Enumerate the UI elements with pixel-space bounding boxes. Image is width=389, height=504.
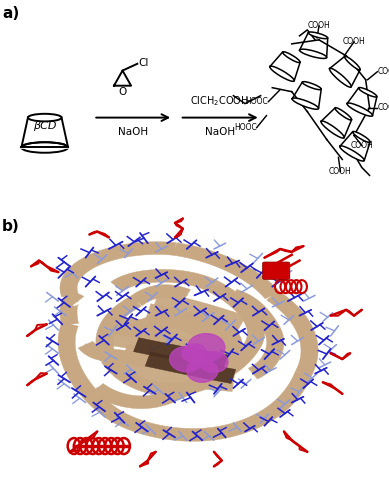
Ellipse shape xyxy=(308,32,328,39)
Polygon shape xyxy=(130,285,191,305)
Text: HOOC: HOOC xyxy=(234,123,257,132)
Ellipse shape xyxy=(335,108,352,120)
Polygon shape xyxy=(211,326,242,371)
Ellipse shape xyxy=(347,103,373,116)
Circle shape xyxy=(182,344,207,362)
Ellipse shape xyxy=(270,66,294,81)
Polygon shape xyxy=(223,372,312,437)
Polygon shape xyxy=(266,291,318,376)
Polygon shape xyxy=(130,313,230,336)
Polygon shape xyxy=(209,282,265,347)
Polygon shape xyxy=(133,338,228,369)
Ellipse shape xyxy=(359,88,377,97)
Polygon shape xyxy=(107,327,229,365)
Ellipse shape xyxy=(340,146,364,161)
Text: Cl: Cl xyxy=(139,58,149,69)
Circle shape xyxy=(170,346,204,372)
Text: COOH: COOH xyxy=(308,21,330,30)
Text: COOH: COOH xyxy=(343,37,365,46)
Polygon shape xyxy=(248,328,284,379)
Polygon shape xyxy=(149,349,218,375)
Circle shape xyxy=(187,334,225,361)
Polygon shape xyxy=(91,384,180,409)
Text: COOH: COOH xyxy=(377,67,389,76)
FancyBboxPatch shape xyxy=(263,262,290,279)
Text: O: O xyxy=(118,87,127,96)
Text: NaOH: NaOH xyxy=(205,127,235,137)
Ellipse shape xyxy=(292,98,319,109)
Ellipse shape xyxy=(300,49,327,58)
Polygon shape xyxy=(111,270,219,292)
Ellipse shape xyxy=(329,68,351,87)
Ellipse shape xyxy=(21,142,68,153)
Polygon shape xyxy=(133,342,184,367)
Text: COOH: COOH xyxy=(350,141,373,150)
Text: b): b) xyxy=(2,219,20,233)
Text: COOH: COOH xyxy=(329,167,352,176)
Ellipse shape xyxy=(345,56,360,70)
Polygon shape xyxy=(78,341,139,365)
Polygon shape xyxy=(159,316,210,339)
Polygon shape xyxy=(103,407,228,442)
Polygon shape xyxy=(96,296,141,361)
Polygon shape xyxy=(142,319,167,356)
Polygon shape xyxy=(60,242,176,297)
Text: a): a) xyxy=(2,6,19,21)
Ellipse shape xyxy=(352,132,370,142)
Text: ClCH$_2$COOH: ClCH$_2$COOH xyxy=(190,95,249,108)
Text: COOH: COOH xyxy=(377,103,389,112)
Polygon shape xyxy=(107,315,229,353)
Text: HOOC: HOOC xyxy=(246,97,268,106)
Ellipse shape xyxy=(321,121,344,138)
Circle shape xyxy=(200,352,228,372)
Polygon shape xyxy=(145,304,238,344)
Ellipse shape xyxy=(282,52,300,62)
Polygon shape xyxy=(152,292,246,333)
Polygon shape xyxy=(173,243,280,299)
Text: βCD: βCD xyxy=(33,120,56,131)
Ellipse shape xyxy=(28,114,61,121)
Circle shape xyxy=(187,359,218,383)
Polygon shape xyxy=(101,356,189,396)
Polygon shape xyxy=(171,356,216,399)
Polygon shape xyxy=(230,289,280,333)
Polygon shape xyxy=(60,293,84,326)
Polygon shape xyxy=(184,342,261,394)
Polygon shape xyxy=(58,323,115,416)
Polygon shape xyxy=(114,359,235,392)
Polygon shape xyxy=(121,344,229,380)
Ellipse shape xyxy=(302,82,321,90)
Text: NaOH: NaOH xyxy=(118,127,148,137)
Polygon shape xyxy=(145,352,236,384)
